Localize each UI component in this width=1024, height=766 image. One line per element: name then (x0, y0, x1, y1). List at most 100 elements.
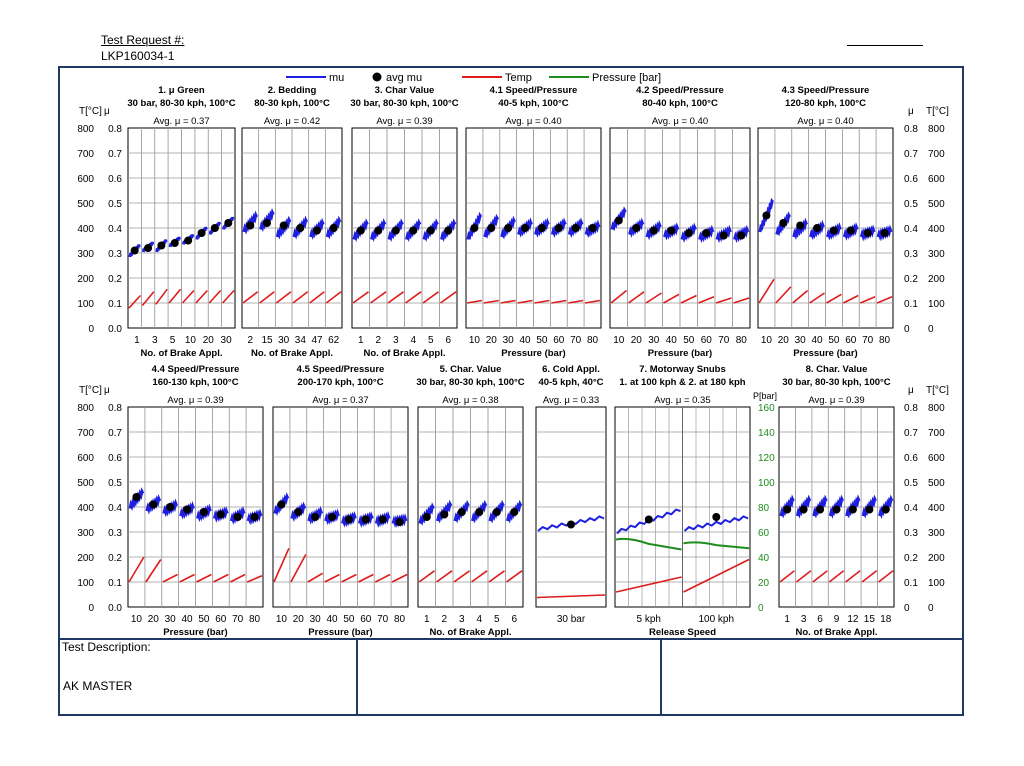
mu-axis-right-tick: 0.6 (904, 174, 918, 185)
x-tick-label: 80 (736, 335, 748, 346)
x-tick-label: 15 (261, 335, 273, 346)
temp-series (680, 294, 697, 304)
mu-axis-right-tick: 0.7 (904, 149, 918, 160)
x-tick-label: 70 (570, 335, 582, 346)
temp-series (370, 291, 387, 304)
x-tick-label: 9 (834, 614, 840, 625)
temp-series (246, 575, 263, 583)
avg-mu-point (816, 505, 825, 514)
avg-mu-point (395, 518, 404, 526)
temp-series (162, 573, 178, 583)
x-tick-label: 20 (631, 335, 643, 346)
avg-mu-point (554, 224, 563, 232)
temp-series (222, 289, 235, 304)
test-request-label: Test Request #: (101, 33, 185, 47)
temp-series (259, 291, 275, 304)
temp-series (779, 570, 795, 583)
x-tick-label: 70 (718, 335, 730, 346)
temp-axis-right-tick: 800 (928, 403, 945, 414)
x-tick-label: 6 (511, 614, 517, 625)
chart-subtitle: 30 bar, 80-30 kph, 100°C (350, 98, 458, 109)
temp-series (795, 570, 812, 583)
chart-title: 5. Char. Value (440, 364, 502, 375)
x-tick-label: 80 (249, 614, 261, 625)
x-tick-label: 10 (185, 335, 197, 346)
x-axis-label: No. of Brake Appl. (796, 627, 878, 638)
temp-axis-tick: 500 (77, 478, 94, 489)
temp-series (534, 299, 550, 304)
temp-series (292, 291, 309, 304)
temp-series (500, 299, 516, 304)
avg-mu-point (475, 508, 484, 516)
temp-axis-right-tick: 300 (928, 249, 945, 260)
temp-series (809, 292, 825, 304)
mu-series (683, 515, 749, 532)
temp-axis-right-tick: 100 (928, 299, 945, 310)
avg-mu-point (457, 508, 466, 516)
avg-mu-point (504, 224, 513, 232)
temp-series (273, 547, 290, 583)
temp-axis-tick: 500 (77, 199, 94, 210)
temp-axis-tick: 800 (77, 124, 94, 135)
temp-axis-tick: 800 (77, 403, 94, 414)
chart-subtitle: 40-5 kph, 40°C (538, 377, 603, 388)
temp-series (812, 570, 828, 583)
x-tick-label: 20 (203, 335, 215, 346)
mu-axis-right-tick: 0.3 (904, 249, 918, 260)
temp-series (229, 573, 246, 583)
avg-mu-point (829, 226, 838, 235)
temp-series (208, 289, 222, 304)
x-tick-label: 30 (310, 614, 322, 625)
x-axis-label: Pressure (bar) (308, 627, 372, 638)
mu-axis-label-right: μ (908, 385, 914, 396)
avg-mu-point (184, 236, 193, 245)
chart-avg-label: Avg. μ = 0.39 (808, 395, 864, 406)
avg-mu-point (149, 500, 158, 509)
chart-title: 6. Cold Appl. (542, 364, 600, 375)
chart-title: 1. μ Green (158, 85, 205, 96)
mu-axis-tick: 0.4 (108, 503, 122, 514)
chart-avg-label: Avg. μ = 0.35 (654, 395, 710, 406)
footer-divider (58, 638, 964, 640)
avg-mu-point (296, 224, 305, 232)
temp-axis-right-tick: 800 (928, 124, 945, 135)
temp-series (213, 573, 229, 583)
temp-series (290, 554, 307, 583)
temp-axis-right-tick: 300 (928, 528, 945, 539)
signature-line (847, 45, 923, 46)
x-tick-label: 50 (536, 335, 548, 346)
temp-axis-tick: 200 (77, 274, 94, 285)
x-axis-label: No. of Brake Appl. (251, 348, 333, 359)
temp-axis-right-tick: 400 (928, 224, 945, 235)
x-tick-label: 70 (377, 614, 389, 625)
chart-8 (272, 406, 409, 608)
avg-mu-point (313, 226, 321, 235)
x-tick-label: 40 (520, 335, 532, 346)
x-tick-label: 20 (148, 614, 160, 625)
chart-title: 7. Motorway Snubs (639, 364, 726, 375)
avg-mu-point (444, 226, 453, 235)
avg-mu-point (130, 246, 139, 255)
avg-mu-point (356, 226, 365, 235)
x-tick-label: 60 (701, 335, 713, 346)
avg-mu-point (510, 508, 519, 516)
x-tick-label: 50 (828, 335, 840, 346)
x-tick-label: 34 (295, 335, 307, 346)
avg-mu-point (667, 226, 676, 235)
temp-series (715, 297, 732, 304)
mu-axis-tick: 0.7 (108, 149, 122, 160)
temp-axis-right-tick: 0 (928, 603, 934, 614)
x-tick-label: 4 (476, 614, 482, 625)
mu-axis-tick: 0.4 (108, 224, 122, 235)
temp-axis-tick: 700 (77, 149, 94, 160)
x-tick-label: 2 (248, 335, 254, 346)
mu-axis-right-tick: 0.4 (904, 224, 918, 235)
avg-mu-point (865, 505, 874, 514)
chart-title: 4.3 Speed/Pressure (782, 85, 870, 96)
avg-mu-point (521, 224, 530, 232)
temp-series (828, 570, 845, 583)
mu-axis-tick: 0.8 (108, 124, 122, 135)
mu-axis-tick: 0.0 (108, 603, 122, 614)
x-tick-label: 10 (761, 335, 773, 346)
temp-axis-tick: 200 (77, 553, 94, 564)
